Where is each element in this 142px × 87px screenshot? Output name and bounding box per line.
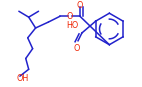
Text: HO: HO <box>66 21 78 29</box>
Text: O: O <box>77 1 83 10</box>
Text: O: O <box>74 44 80 53</box>
Text: OH: OH <box>17 74 29 83</box>
Text: O: O <box>67 12 73 21</box>
